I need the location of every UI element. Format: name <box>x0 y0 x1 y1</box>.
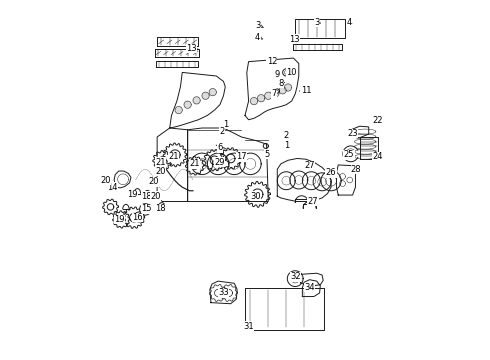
Text: 13: 13 <box>289 35 299 44</box>
Text: 9: 9 <box>275 70 280 79</box>
Polygon shape <box>300 273 323 286</box>
Text: 31: 31 <box>243 322 254 331</box>
Text: 10: 10 <box>286 68 297 77</box>
Polygon shape <box>340 181 345 186</box>
Text: 22: 22 <box>372 116 383 125</box>
Text: 4: 4 <box>346 18 352 27</box>
Text: 18: 18 <box>155 204 166 213</box>
Polygon shape <box>188 128 269 202</box>
Text: 17: 17 <box>236 152 247 161</box>
Polygon shape <box>250 98 258 105</box>
Polygon shape <box>223 153 245 175</box>
Polygon shape <box>275 89 279 93</box>
Polygon shape <box>265 92 272 99</box>
Text: 2: 2 <box>284 131 289 140</box>
Text: 14: 14 <box>107 183 118 192</box>
Text: 27: 27 <box>304 161 315 170</box>
Polygon shape <box>175 107 182 114</box>
Polygon shape <box>209 89 216 96</box>
Text: 27: 27 <box>308 197 319 206</box>
Polygon shape <box>207 153 229 175</box>
Polygon shape <box>202 92 209 99</box>
Text: 2: 2 <box>219 127 224 136</box>
Text: 25: 25 <box>344 150 354 159</box>
Polygon shape <box>279 87 286 94</box>
Polygon shape <box>156 60 198 67</box>
Polygon shape <box>302 172 320 190</box>
Polygon shape <box>210 281 237 304</box>
Polygon shape <box>118 174 128 185</box>
Text: 20: 20 <box>155 167 166 176</box>
Text: 7: 7 <box>271 89 276 98</box>
Text: 13: 13 <box>186 44 196 53</box>
Polygon shape <box>340 174 345 179</box>
Text: 20: 20 <box>150 192 161 201</box>
Polygon shape <box>170 72 225 128</box>
Text: 19: 19 <box>114 215 125 224</box>
Text: 8: 8 <box>278 79 284 88</box>
Polygon shape <box>258 95 265 102</box>
Polygon shape <box>184 101 191 108</box>
Polygon shape <box>140 204 151 215</box>
Polygon shape <box>245 288 324 330</box>
Text: 3: 3 <box>255 21 260 30</box>
Polygon shape <box>337 165 355 195</box>
Polygon shape <box>285 84 292 91</box>
Text: 12: 12 <box>267 57 277 66</box>
Text: 15: 15 <box>141 204 151 213</box>
Text: 28: 28 <box>351 165 362 174</box>
Text: 5: 5 <box>265 150 270 159</box>
Polygon shape <box>295 19 345 39</box>
Polygon shape <box>277 158 331 202</box>
Text: 1: 1 <box>222 120 228 129</box>
Polygon shape <box>287 271 303 287</box>
Polygon shape <box>272 90 279 97</box>
Text: 32: 32 <box>290 272 300 281</box>
Polygon shape <box>245 58 299 120</box>
Text: 4: 4 <box>255 33 260 42</box>
Text: 24: 24 <box>372 152 383 161</box>
Text: 6: 6 <box>217 143 222 152</box>
Text: 20: 20 <box>148 177 159 186</box>
Polygon shape <box>283 69 290 76</box>
Polygon shape <box>193 97 200 104</box>
Text: 16: 16 <box>132 213 143 222</box>
Text: 3: 3 <box>314 18 319 27</box>
Text: 33: 33 <box>218 288 229 297</box>
Polygon shape <box>290 171 308 189</box>
Text: 19: 19 <box>127 190 137 199</box>
Polygon shape <box>313 173 331 191</box>
Polygon shape <box>263 143 269 148</box>
Text: 18: 18 <box>141 192 152 201</box>
Polygon shape <box>155 49 199 57</box>
Text: 1: 1 <box>284 141 289 150</box>
FancyArrowPatch shape <box>228 148 230 149</box>
Polygon shape <box>302 280 320 297</box>
Polygon shape <box>191 153 213 175</box>
Polygon shape <box>360 137 378 159</box>
Text: 23: 23 <box>347 129 358 138</box>
Text: 21: 21 <box>155 158 166 167</box>
Text: 34: 34 <box>304 283 315 292</box>
Text: 29: 29 <box>215 158 225 167</box>
Polygon shape <box>351 126 368 138</box>
Polygon shape <box>240 153 261 175</box>
Polygon shape <box>157 128 188 202</box>
Polygon shape <box>134 212 144 222</box>
Text: 20: 20 <box>100 176 110 185</box>
Text: 11: 11 <box>301 86 311 95</box>
Polygon shape <box>321 171 341 191</box>
Text: 26: 26 <box>326 168 336 177</box>
Text: 21: 21 <box>168 152 178 161</box>
Polygon shape <box>114 171 131 188</box>
Polygon shape <box>277 172 295 190</box>
Polygon shape <box>157 37 198 46</box>
Polygon shape <box>347 177 353 183</box>
Text: 30: 30 <box>250 192 261 201</box>
Text: 21: 21 <box>190 159 200 168</box>
Polygon shape <box>294 44 342 50</box>
